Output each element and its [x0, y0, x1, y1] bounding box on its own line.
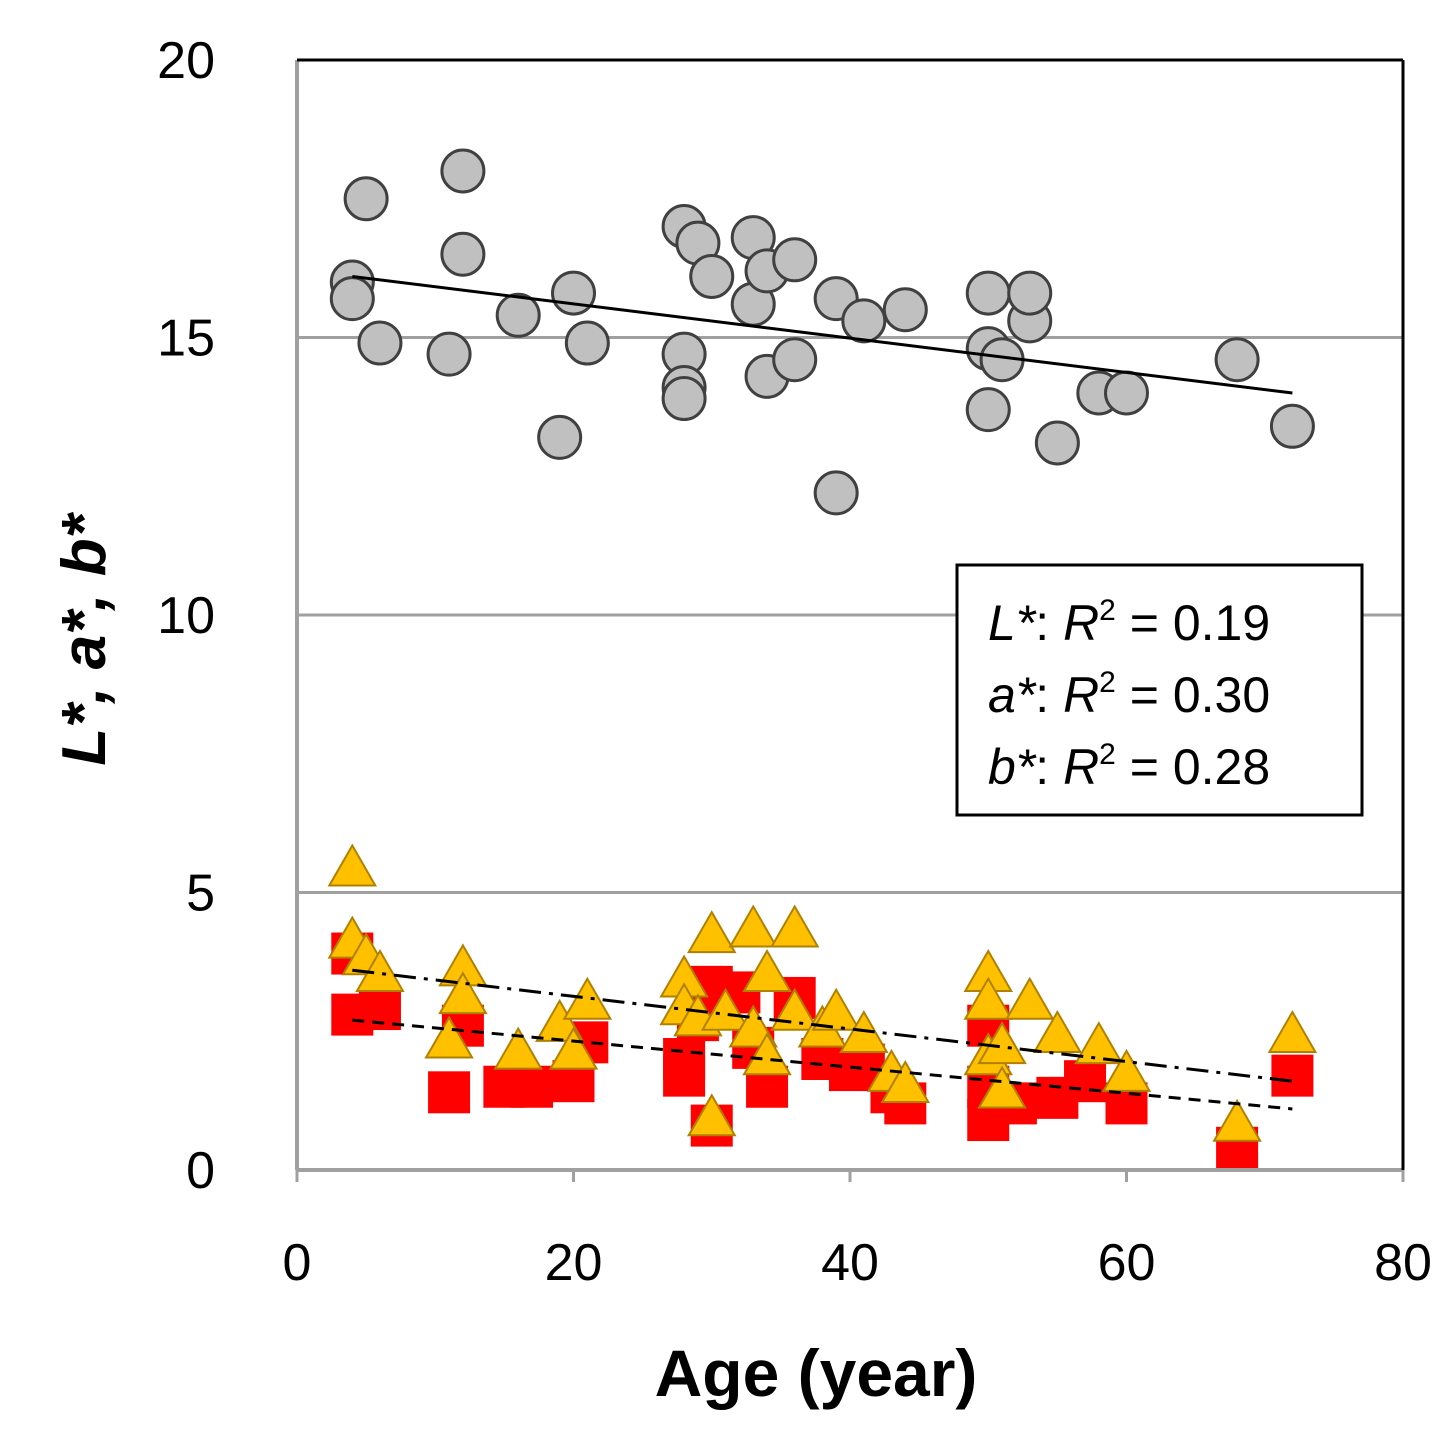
point-L — [564, 320, 610, 366]
point-b — [811, 987, 861, 1031]
trendline-a — [352, 1018, 1293, 1111]
point-b — [687, 1093, 737, 1137]
point-a — [1064, 1060, 1107, 1103]
point-b — [327, 843, 378, 887]
point-a — [511, 1065, 554, 1108]
x-tick-label: 40 — [821, 1234, 879, 1292]
point-b — [742, 948, 792, 992]
x-tick-label: 20 — [545, 1234, 603, 1292]
point-b — [977, 1065, 1027, 1109]
point-b — [424, 1015, 474, 1059]
y-tick-label: 5 — [186, 865, 215, 923]
point-L — [537, 414, 583, 460]
point-b — [1032, 1009, 1083, 1053]
x-tick-label: 80 — [1374, 1234, 1432, 1292]
trendlines — [352, 274, 1293, 1111]
annotation-line-b: b*: R2 = 0.28 — [988, 738, 1270, 795]
y-tick-label: 0 — [186, 1142, 215, 1200]
point-L — [1269, 403, 1315, 449]
point-b — [1267, 1009, 1318, 1053]
point-L — [1034, 420, 1080, 466]
point-L — [495, 292, 541, 338]
y-axis-label: L*, a*, b* — [50, 511, 119, 765]
point-L — [426, 331, 472, 377]
point-a — [1271, 1054, 1314, 1097]
x-tick-label: 60 — [1098, 1234, 1156, 1292]
point-b — [977, 1021, 1027, 1065]
point-L — [965, 270, 1011, 316]
point-b — [1212, 1098, 1262, 1142]
x-tick-label: 0 — [283, 1234, 312, 1292]
axis-ticks: 0 5 10 15 20 0 20 40 60 80 — [157, 32, 1432, 1292]
point-L — [357, 320, 403, 366]
point-L — [661, 376, 707, 422]
annotation-line-L: L*: R2 = 0.19 — [988, 594, 1270, 651]
point-b — [548, 1026, 599, 1070]
point-a — [663, 1054, 706, 1097]
annotation-line-a: a*: R2 = 0.30 — [988, 666, 1270, 723]
point-L — [329, 276, 375, 322]
point-L — [772, 237, 818, 283]
point-L — [882, 287, 928, 333]
point-b — [562, 976, 613, 1020]
point-L — [1214, 337, 1260, 383]
point-L — [343, 176, 389, 222]
point-L — [440, 148, 486, 194]
point-b — [493, 1026, 543, 1070]
point-b — [438, 971, 488, 1015]
point-b — [963, 976, 1013, 1020]
point-b — [687, 910, 737, 954]
annotation-frame — [955, 563, 1364, 817]
point-b — [1004, 976, 1055, 1020]
point-a — [428, 1071, 471, 1114]
point-b — [1101, 1048, 1152, 1092]
point-b — [728, 904, 778, 948]
point-b — [880, 1059, 931, 1103]
trendline-L — [352, 274, 1293, 395]
point-L — [551, 270, 596, 316]
point-L — [1007, 270, 1053, 316]
point-L — [965, 387, 1011, 433]
point-b — [769, 904, 820, 948]
x-axis-label: Age (year) — [655, 1336, 978, 1410]
y-tick-label: 15 — [157, 310, 215, 368]
point-b — [700, 987, 751, 1031]
y-tick-label: 10 — [157, 587, 215, 645]
point-L — [813, 470, 859, 516]
point-L — [772, 337, 818, 383]
plot-frame — [295, 58, 1405, 1172]
point-L — [689, 253, 735, 299]
point-L — [841, 298, 887, 344]
r2-annotation-box: L*: R2 = 0.19 a*: R2 = 0.30 b*: R2 = 0.2… — [955, 563, 1364, 817]
point-b — [742, 1032, 792, 1076]
point-L — [1104, 370, 1149, 416]
trendline-b — [352, 968, 1293, 1083]
point-L — [440, 231, 486, 277]
data-points — [327, 148, 1318, 1169]
y-tick-label: 20 — [157, 32, 215, 90]
point-b — [1074, 1021, 1124, 1065]
